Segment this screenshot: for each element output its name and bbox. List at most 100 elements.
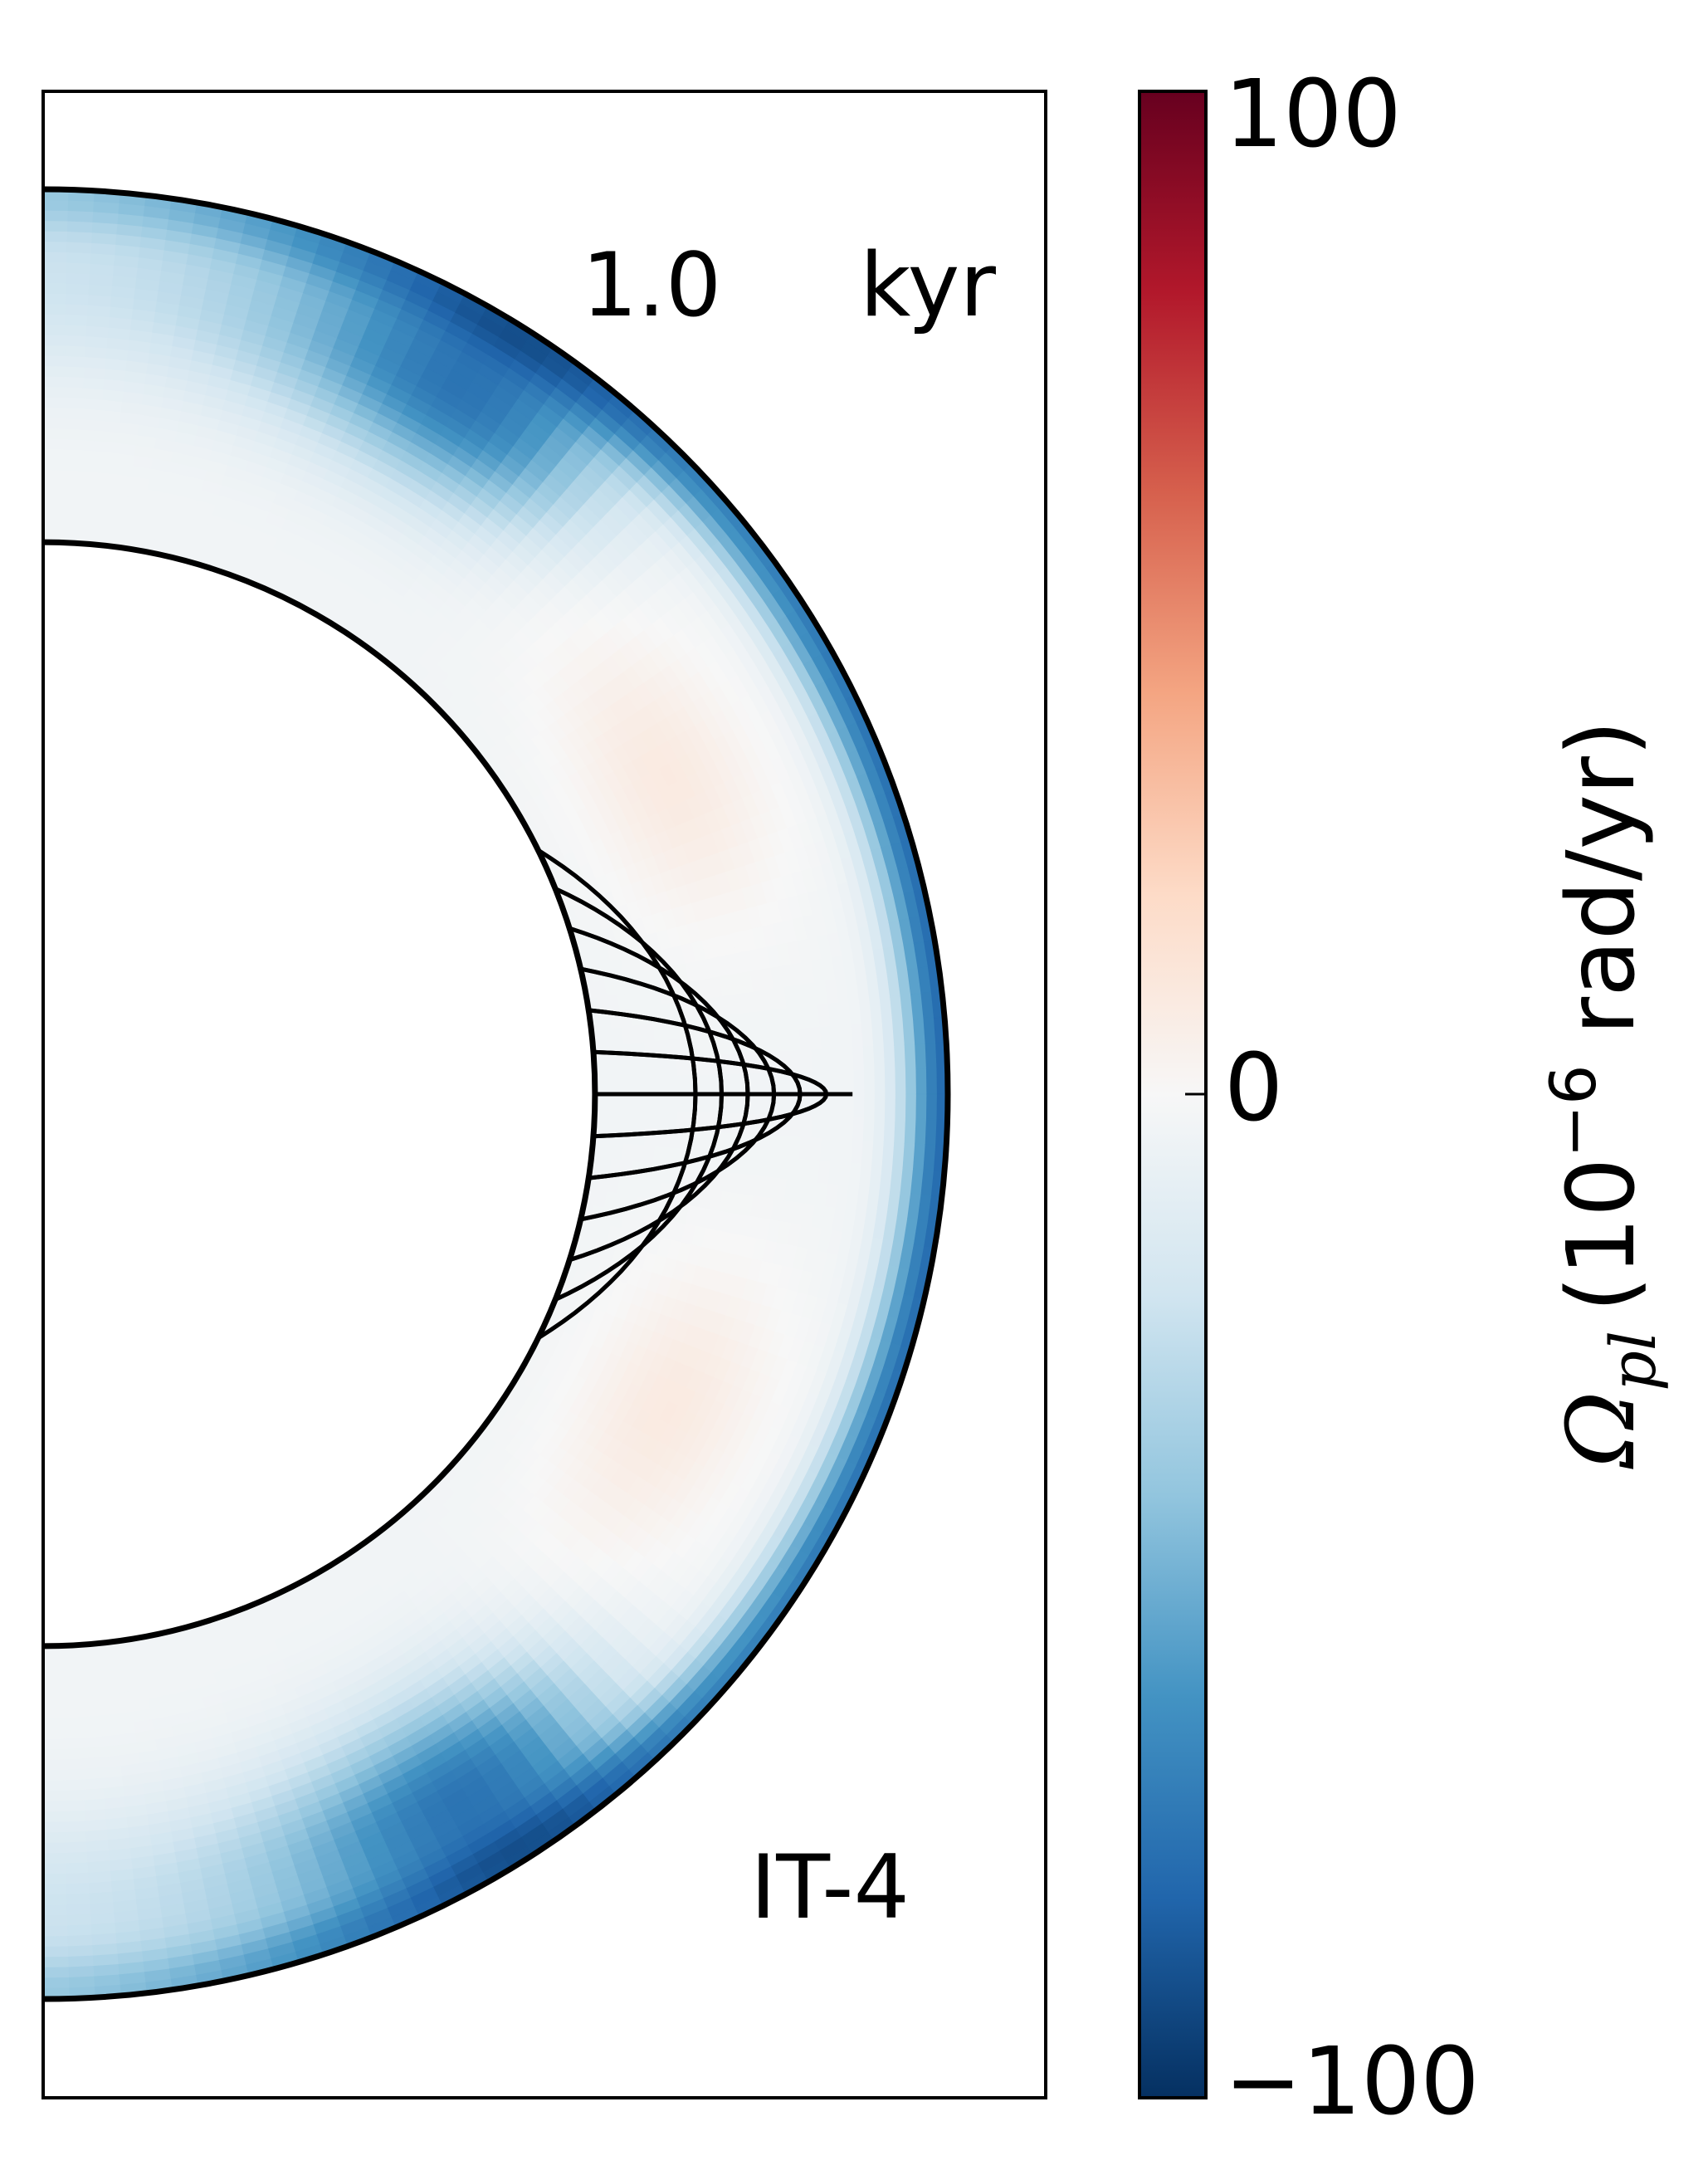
field-cell <box>43 1676 61 1689</box>
field-cell <box>59 511 77 523</box>
field-cell <box>708 1093 720 1114</box>
field-cell <box>656 1093 669 1113</box>
field-cell <box>873 1117 886 1143</box>
field-cell <box>59 500 78 513</box>
field-cell <box>43 313 66 325</box>
field-cell <box>43 1801 65 1813</box>
field-cell <box>925 1068 939 1095</box>
field-cell <box>645 1111 658 1130</box>
field-cell <box>64 1841 87 1855</box>
field-cell <box>43 334 66 346</box>
field-cell <box>75 521 93 535</box>
field-cell <box>84 1819 107 1833</box>
field-cell <box>62 375 85 389</box>
field-cell <box>61 428 82 440</box>
field-cell <box>67 199 95 213</box>
field-cell <box>43 344 66 357</box>
field-cell <box>64 324 88 337</box>
field-cell <box>61 1748 82 1761</box>
field-cell <box>43 1894 67 1907</box>
field-cell <box>43 1935 68 1948</box>
field-cell <box>603 1109 617 1128</box>
field-cell <box>84 355 107 369</box>
main-panel <box>43 186 951 2002</box>
field-cell <box>63 354 86 368</box>
field-cell <box>666 1075 679 1095</box>
field-cell <box>43 489 61 501</box>
field-cell <box>729 1073 741 1095</box>
field-cell <box>43 1769 64 1782</box>
field-cell <box>604 1077 617 1095</box>
field-cell <box>63 1810 85 1823</box>
field-cell <box>633 1127 647 1146</box>
field-cell <box>43 1655 61 1668</box>
field-cell <box>66 271 91 285</box>
field-cell <box>43 1946 69 1958</box>
field-cell <box>65 1883 90 1896</box>
field-cell <box>43 1759 63 1772</box>
field-cell <box>62 1779 84 1792</box>
field-cell <box>905 1093 918 1120</box>
field-cell <box>677 1093 690 1113</box>
field-cell <box>61 407 83 420</box>
field-cell <box>60 1707 80 1719</box>
field-cell <box>697 1074 710 1095</box>
field-cell <box>61 1768 83 1782</box>
field-cell <box>635 1058 647 1078</box>
field-cell <box>43 1708 62 1720</box>
field-cell <box>925 1093 939 1121</box>
field-cell <box>636 1093 648 1112</box>
field-cell <box>76 1695 96 1708</box>
field-cell <box>862 1046 876 1072</box>
field-cell <box>79 438 100 452</box>
field-cell <box>62 1789 85 1802</box>
field-cell <box>43 1780 64 1792</box>
field-cell <box>656 1111 668 1131</box>
field-cell <box>60 458 81 472</box>
field-cell <box>43 1914 68 1928</box>
field-cell <box>697 1093 710 1114</box>
colorbar-tick-label-min: −100 <box>1224 2028 1480 2136</box>
field-cell <box>780 1072 793 1095</box>
field-cell <box>915 1093 928 1121</box>
field-cell <box>66 1914 91 1927</box>
field-cell <box>666 1093 679 1113</box>
field-cell <box>729 1093 741 1115</box>
colorbar-label-symbol: Ω <box>1548 1391 1656 1470</box>
field-cell <box>43 1718 62 1730</box>
field-cell <box>62 1800 85 1813</box>
field-cell <box>863 1093 876 1119</box>
field-cell <box>76 501 95 514</box>
field-cell <box>874 1069 886 1095</box>
field-cell <box>666 1111 679 1131</box>
field-cell <box>66 261 91 275</box>
field-cell <box>749 1073 762 1095</box>
field-cell <box>915 1043 928 1070</box>
field-cell <box>75 1654 93 1667</box>
field-cell <box>676 1056 689 1077</box>
field-cell <box>43 1956 69 1969</box>
field-cell <box>76 1674 95 1688</box>
field-cell <box>82 1788 105 1801</box>
field-cell <box>63 1830 87 1844</box>
field-cell <box>79 449 100 462</box>
field-cell <box>853 1070 866 1095</box>
field-cell <box>615 1077 627 1095</box>
field-cell <box>76 1684 95 1698</box>
field-cell <box>624 1059 637 1078</box>
field-cell <box>43 1904 67 1917</box>
field-cell <box>76 491 95 504</box>
colorbar-label-subscript: pl <box>1596 1331 1670 1391</box>
field-cell <box>43 281 67 295</box>
field-cell <box>43 375 65 388</box>
field-cell <box>636 1076 648 1095</box>
field-cell <box>43 406 64 419</box>
field-cell <box>83 366 106 379</box>
field-cell <box>79 1736 100 1750</box>
field-cell <box>77 1705 98 1718</box>
field-cell <box>43 261 68 274</box>
field-cell <box>65 292 90 305</box>
field-cell <box>801 1071 814 1095</box>
field-cell <box>43 458 62 471</box>
field-cell <box>59 490 79 502</box>
